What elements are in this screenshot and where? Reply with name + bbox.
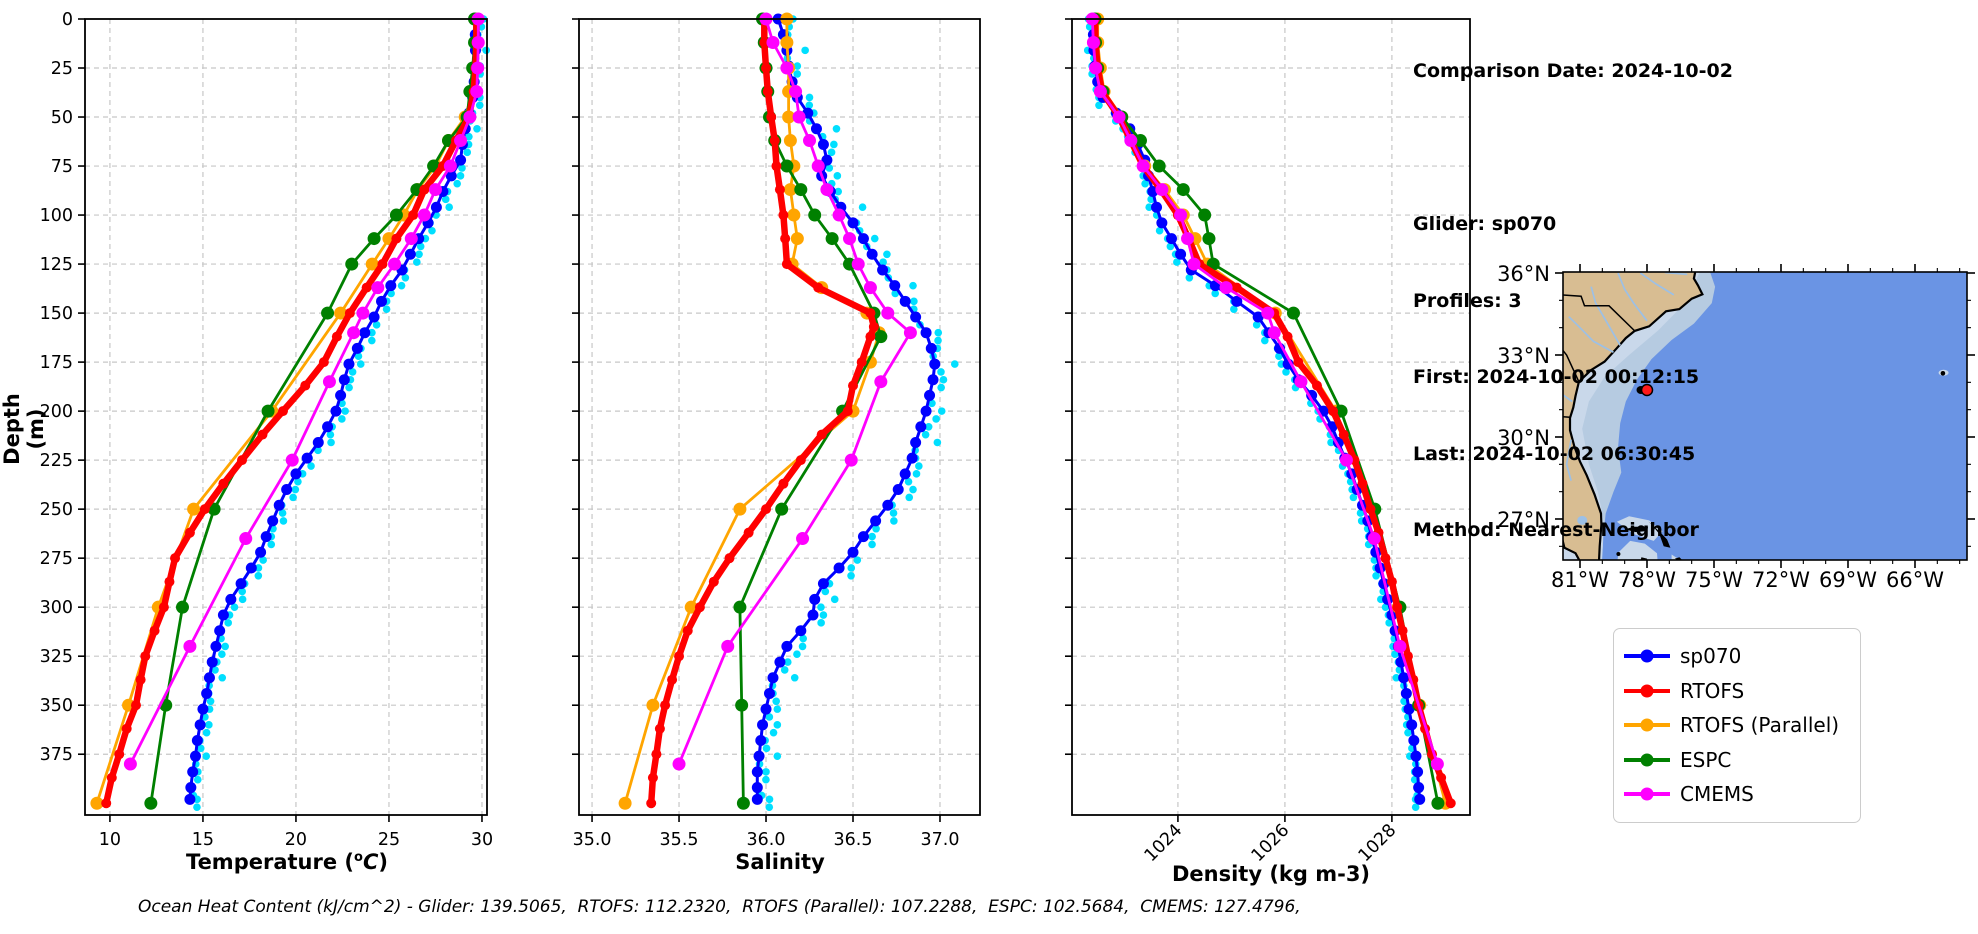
svg-text:69°W: 69°W — [1819, 568, 1877, 592]
svg-text:33°N: 33°N — [1497, 344, 1550, 368]
legend-line-marker-icon — [1624, 718, 1670, 732]
svg-text:15: 15 — [192, 830, 214, 850]
series-cmems-temperature — [123, 12, 485, 771]
svg-text:1026: 1026 — [1248, 820, 1294, 866]
info-spacer — [1413, 136, 1733, 162]
svg-text:350: 350 — [40, 696, 73, 716]
svg-text:200: 200 — [40, 402, 73, 422]
svg-text:25: 25 — [378, 830, 400, 850]
svg-text:100: 100 — [40, 206, 73, 226]
legend-label: CMEMS — [1680, 782, 1754, 807]
series-espc-salinity — [733, 12, 888, 810]
location-map — [1563, 272, 1967, 560]
info-profiles: Profiles: 3 — [1413, 289, 1522, 312]
legend-label: ESPC — [1680, 747, 1732, 772]
svg-text:250: 250 — [40, 500, 73, 520]
comparison-info-block: Comparison Date: 2024-10-02 Glider: sp07… — [1413, 8, 1733, 595]
salinity-axis-title: Salinity — [735, 850, 825, 874]
info-comparison-date: Comparison Date: 2024-10-02 — [1413, 60, 1733, 82]
legend-item-sp070: sp070 — [1622, 639, 1846, 674]
svg-text:35.0: 35.0 — [573, 830, 612, 850]
series-sp070-density — [1087, 13, 1426, 805]
info-first: First: 2024-10-02 00:12:15 — [1413, 366, 1700, 388]
svg-text:175: 175 — [40, 353, 73, 373]
legend-item-cmems: CMEMS — [1622, 777, 1846, 812]
panel-axes-salinity: 35.0 35.5 36.0 36.5 37.0 — [572, 18, 981, 850]
panel-grid-density — [1072, 19, 1470, 815]
panel-axes-temperature: 0 25 50 75 100 125 150 175 200 225 250 275 300 325 350… — [40, 10, 494, 850]
legend-label: RTOFS (Parallel) — [1680, 713, 1840, 738]
svg-text:1024: 1024 — [1141, 820, 1187, 866]
info-last: Last: 2024-10-02 06:30:45 — [1413, 442, 1696, 465]
svg-text:25: 25 — [51, 59, 73, 79]
svg-text:0: 0 — [62, 10, 73, 30]
svg-text:30°N: 30°N — [1497, 426, 1550, 450]
svg-text:36°N: 36°N — [1497, 262, 1550, 286]
svg-text:1028: 1028 — [1355, 820, 1401, 866]
legend-label: sp070 — [1680, 644, 1742, 669]
legend-line-marker-icon — [1624, 753, 1670, 767]
svg-text:78°W: 78°W — [1618, 568, 1676, 592]
series-cmems-density — [1085, 12, 1444, 771]
legend-item-rtofs: RTOFS — [1622, 674, 1846, 709]
legend-line-marker-icon — [1624, 649, 1670, 663]
ohc-caption: Ocean Heat Content (kJ/cm^2) - Glider: 1… — [138, 897, 1301, 917]
svg-text:150: 150 — [40, 304, 73, 324]
svg-text:36.5: 36.5 — [834, 830, 873, 850]
svg-text:325: 325 — [40, 647, 73, 667]
svg-text:30: 30 — [471, 830, 493, 850]
series-sp070-temperature — [184, 13, 481, 805]
svg-text:81°W: 81°W — [1551, 568, 1609, 592]
density-axis-title: Density (kg m-3) — [1171, 862, 1371, 886]
series-cmems-salinity — [672, 12, 917, 771]
svg-text:66°W: 66°W — [1886, 568, 1944, 592]
depth-axis-title: Depth (m) — [0, 393, 48, 465]
svg-text:35.5: 35.5 — [660, 830, 699, 850]
svg-text:75: 75 — [51, 157, 73, 177]
panel-grid-salinity — [579, 19, 980, 815]
bermuda-island — [1940, 371, 1946, 376]
svg-text:50: 50 — [51, 108, 73, 128]
svg-text:300: 300 — [40, 598, 73, 618]
legend-label: RTOFS — [1680, 678, 1745, 703]
info-method: Method: Nearest-Neighbor — [1413, 519, 1699, 541]
temperature-axis-title: Temperature (oC) — [186, 850, 388, 874]
svg-text:125: 125 — [40, 255, 73, 275]
legend: sp070 RTOFS RTOFS (Parallel) ESPC CMEMS — [1613, 628, 1861, 823]
svg-text:72°W: 72°W — [1752, 568, 1810, 592]
svg-text:375: 375 — [40, 745, 73, 765]
legend-item-rtofs-parallel-: RTOFS (Parallel) — [1622, 708, 1846, 743]
svg-text:37.0: 37.0 — [921, 830, 960, 850]
svg-text:20: 20 — [285, 830, 307, 850]
legend-line-marker-icon — [1624, 787, 1670, 801]
svg-text:225: 225 — [40, 451, 73, 471]
svg-text:275: 275 — [40, 549, 73, 569]
map-axes: 36°N 33°N 30°N 27°N 81°W 78°W 75°W 72°W 69°W 66°W — [1497, 262, 1975, 592]
svg-text:10: 10 — [99, 830, 121, 850]
info-glider: Glider: sp070 — [1413, 213, 1557, 235]
svg-text:27°N: 27°N — [1497, 508, 1550, 532]
svg-text:75°W: 75°W — [1685, 568, 1743, 592]
panel-grid-temperature — [85, 19, 487, 815]
svg-text:36.0: 36.0 — [747, 830, 786, 850]
legend-line-marker-icon — [1624, 684, 1670, 698]
glider-location-marker — [1636, 383, 1654, 397]
legend-item-espc: ESPC — [1622, 743, 1846, 778]
